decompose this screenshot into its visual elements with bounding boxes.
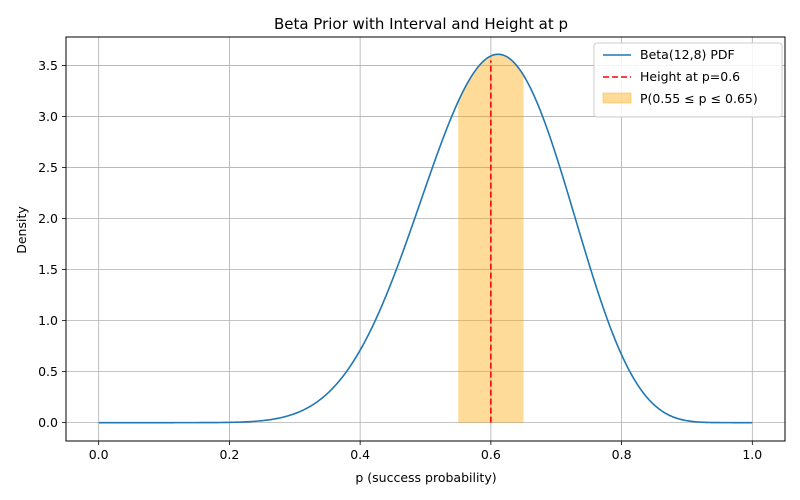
- x-tick-label: 0.0: [89, 447, 109, 462]
- x-tick-label: 0.8: [612, 447, 632, 462]
- y-tick-label: 0.5: [38, 364, 58, 379]
- y-axis-ticks: 0.0 0.5 1.0 1.5 2.0 2.5 3.0 3.5: [38, 58, 66, 430]
- y-axis-label: Density: [14, 206, 29, 254]
- x-tick-label: 0.4: [350, 447, 370, 462]
- y-tick-label: 0.0: [38, 415, 58, 430]
- y-tick-label: 3.0: [38, 109, 58, 124]
- y-tick-label: 3.5: [38, 58, 58, 73]
- grid: [66, 37, 785, 441]
- y-tick-label: 2.5: [38, 160, 58, 175]
- y-tick-label: 1.0: [38, 313, 58, 328]
- x-tick-label: 0.6: [481, 447, 501, 462]
- pdf-line-layer: [98, 53, 753, 424]
- x-axis-ticks: 0.0 0.2 0.4 0.6 0.8 1.0: [89, 441, 762, 462]
- x-axis-label: p (success probability): [355, 470, 496, 485]
- chart-title: Beta Prior with Interval and Height at p: [274, 15, 568, 33]
- plot-frame: [65, 36, 786, 442]
- legend-label-interval: P(0.55 ≤ p ≤ 0.65): [640, 91, 758, 106]
- y-tick-label: 1.5: [38, 262, 58, 277]
- beta-pdf-line: [98, 53, 753, 424]
- legend: Beta(12,8) PDF Height at p=0.6 P(0.55 ≤ …: [593, 42, 783, 118]
- legend-swatch-interval-area: [602, 92, 632, 104]
- x-tick-label: 0.2: [219, 447, 239, 462]
- legend-label-height: Height at p=0.6: [640, 69, 740, 84]
- legend-label-pdf: Beta(12,8) PDF: [640, 47, 735, 62]
- legend-box: [593, 42, 783, 118]
- x-tick-label: 1.0: [742, 447, 762, 462]
- y-tick-label: 2.0: [38, 211, 58, 226]
